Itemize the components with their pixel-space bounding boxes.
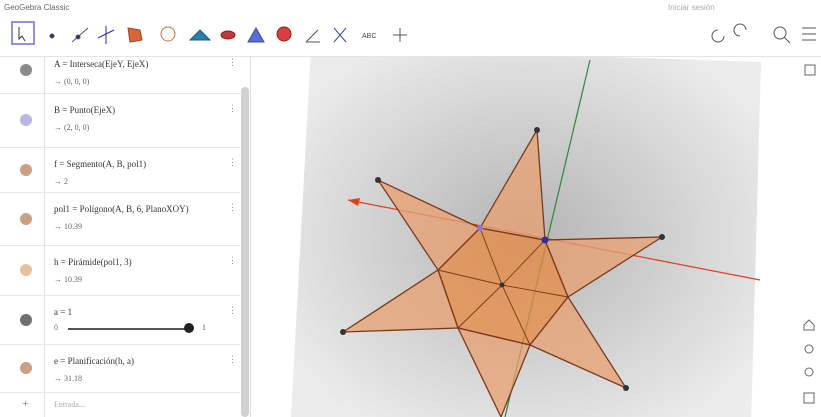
graphics-3d: [291, 57, 816, 417]
visibility-dot[interactable]: [20, 264, 32, 276]
visibility-dot[interactable]: [20, 212, 32, 225]
definition[interactable]: a = 1: [54, 307, 73, 317]
visibility-dot[interactable]: [20, 163, 32, 176]
algebra-row: B = Punto(EjeX) → (2, 0, 0) ⋮: [0, 93, 240, 148]
style-bar-toggle[interactable]: [804, 64, 816, 76]
tool-icon: [18, 27, 26, 42]
nav-buttons[interactable]: [803, 319, 815, 404]
menu-dots: ⋮: [228, 305, 237, 315]
menu-dots: ⋮: [228, 157, 237, 167]
menu-dots: ⋮: [228, 57, 237, 67]
definition[interactable]: f = Segmento(A, B, pol1): [54, 159, 147, 169]
algebra-row: h = Pirámide(pol1, 3) → 10.39 ⋮: [0, 245, 240, 296]
value: → 2: [54, 177, 68, 186]
algebra-row: a = 1 0 1 ⋮: [0, 295, 240, 345]
gutter: [44, 57, 45, 417]
vertices: [340, 127, 665, 391]
slider-track[interactable]: [68, 328, 188, 330]
algebra-row: f = Segmento(A, B, pol1) → 2 ⋮: [0, 147, 240, 193]
visibility-dot[interactable]: [20, 64, 32, 76]
value: → 10.39: [54, 222, 82, 231]
tool-move[interactable]: [11, 21, 35, 45]
axis-arrow: [348, 198, 360, 206]
definition[interactable]: e = Planificación(h, a): [54, 356, 135, 366]
menu-dots: ⋮: [228, 202, 237, 212]
scrollbar[interactable]: [241, 87, 249, 417]
plus: +: [22, 396, 29, 410]
window-title: GeoGebra Classic: [4, 3, 70, 12]
slider-thumb[interactable]: [184, 323, 194, 333]
menu-dots: ⋮: [228, 354, 237, 364]
algebra-row: e = Planificación(h, a) → 31.18 ⋮: [0, 344, 240, 393]
input-bar[interactable]: + Entrada...: [0, 393, 240, 417]
slider-max: 1: [202, 323, 206, 332]
tool-icons: [49, 26, 347, 44]
slider-min: 0: [54, 323, 58, 332]
title-bar: GeoGebra Classic Iniciar sesión: [0, 0, 821, 16]
definition[interactable]: pol1 = Polígono(A, B, 6, PlanoXOY): [54, 204, 189, 214]
definition[interactable]: A = Interseca(EjeY, EjeX): [54, 59, 149, 69]
value: → (0, 0, 0): [54, 77, 90, 86]
menu-dots: ⋮: [228, 103, 237, 113]
algebra-row: A = Interseca(EjeY, EjeX) → (0, 0, 0) ⋮: [0, 47, 240, 94]
menu-dots: ⋮: [228, 255, 237, 265]
right-tools: [393, 23, 816, 44]
definition[interactable]: B = Punto(EjeX): [54, 105, 116, 115]
algebra-view: A = Interseca(EjeY, EjeX) → (0, 0, 0) ⋮ B =…: [0, 57, 251, 417]
tool-text[interactable]: ABC: [362, 33, 376, 40]
visibility-dot[interactable]: [20, 362, 32, 374]
sign-in[interactable]: Iniciar sesión: [668, 3, 715, 12]
visibility-dot[interactable]: [20, 313, 32, 326]
value: → (2, 0, 0): [54, 123, 90, 132]
visibility-dot[interactable]: [20, 114, 32, 126]
definition[interactable]: h = Pirámide(pol1, 3): [54, 257, 132, 267]
value: → 31.18: [54, 374, 82, 383]
input-placeholder[interactable]: Entrada...: [54, 400, 85, 409]
algebra-row: pol1 = Polígono(A, B, 6, PlanoXOY) → 10.3…: [0, 192, 240, 246]
value: → 10.39: [54, 275, 82, 284]
